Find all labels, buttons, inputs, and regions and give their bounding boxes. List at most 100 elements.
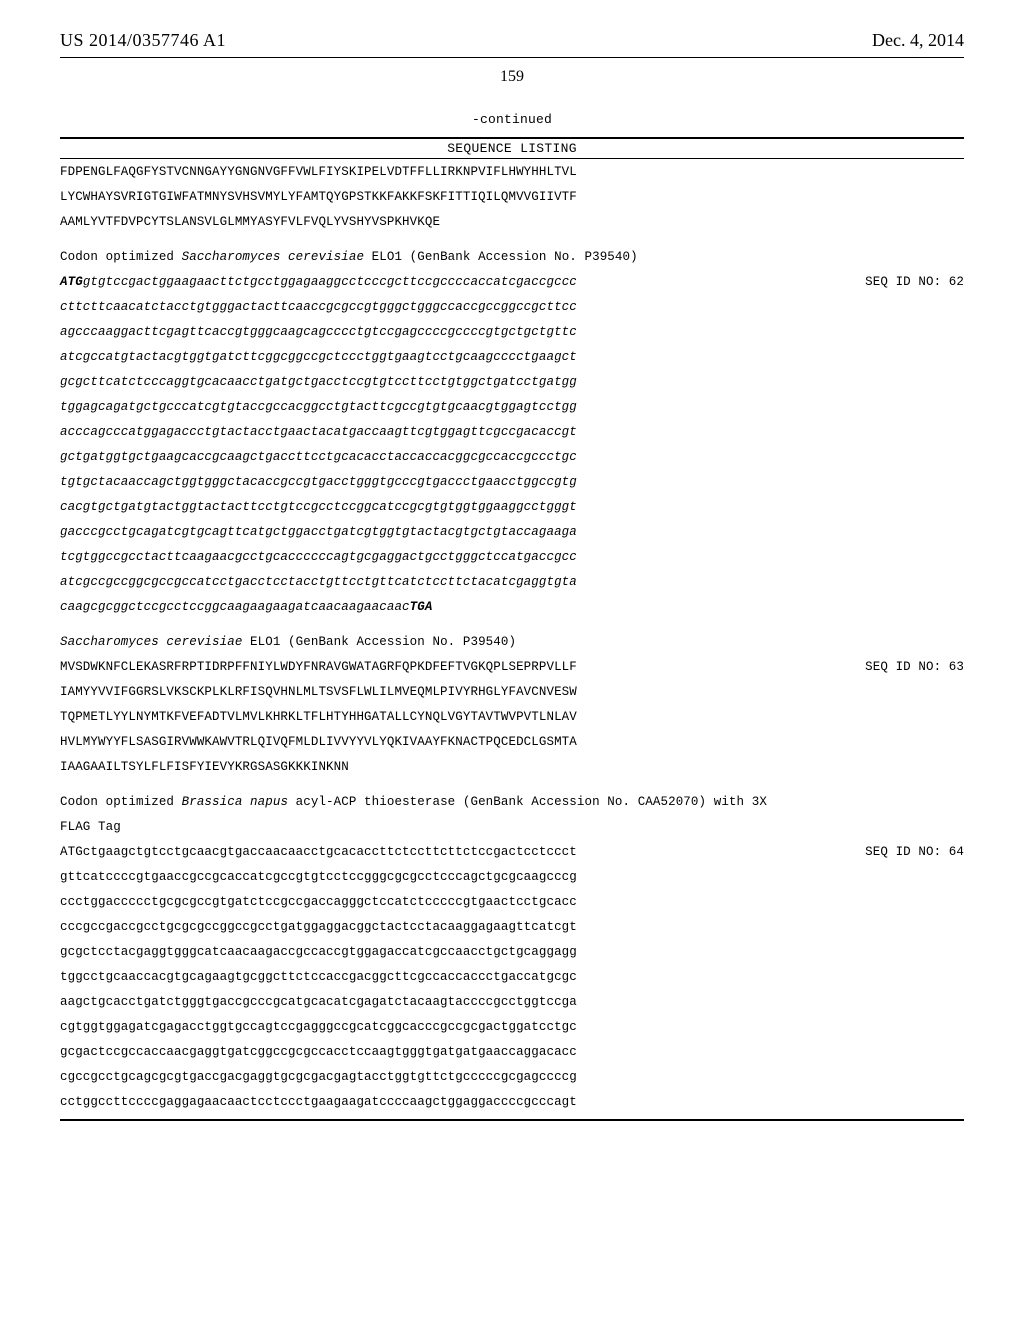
block-spacer [60, 620, 964, 630]
sequence-text: TQPMETLYYLNYMTKFVEFADTVLMVLKHRKLTFLHTYHH… [60, 710, 577, 724]
seq-id-label: SEQ ID NO: 64 [853, 840, 964, 865]
sequence-text: cgccgcctgcagcgcgtgaccgacgaggtgcgcgacgagt… [60, 1070, 577, 1084]
sequence-line: FDPENGLFAQGFYSTVCNNGAYYGNGNVGFFVWLFIYSKI… [60, 160, 780, 185]
sequence-row: AAMLYVTFDVPCYTSLANSVLGLMMYASYFVLFVQLYVSH… [60, 210, 964, 235]
seq-id-label-pad [944, 160, 964, 185]
sequence-text: IAAGAAILTSYLFLFISFYIEVYKRGSASGKKKINKNN [60, 760, 349, 774]
seq-id-label-pad [944, 705, 964, 730]
sequence-line: gcgctcctacgaggtgggcatcaacaagaccgccaccgtg… [60, 940, 780, 965]
header-divider [60, 57, 964, 58]
sequence-line: acccagcccatggagaccctgtactacctgaactacatga… [60, 420, 780, 445]
seq-id-label: SEQ ID NO: 63 [853, 655, 964, 680]
sequence-text: tcgtggccgcctacttcaagaacgcctgcaccccccagtg… [60, 550, 577, 564]
sequence-line: tggcctgcaaccacgtgcagaagtgcggcttctccaccga… [60, 965, 780, 990]
sequence-listing-heading: SEQUENCE LISTING [60, 140, 964, 157]
seq-id-label-pad [944, 395, 964, 420]
sequence-text: cttcttcaacatctacctgtgggactacttcaaccgcgcc… [60, 300, 577, 314]
sequence-line: caagcgcggctccgcctccggcaagaagaagatcaacaag… [60, 595, 780, 620]
sequence-text: gtgtccgactggaagaacttctgcctggagaaggcctccc… [83, 275, 577, 289]
sequence-line: tggagcagatgctgcccatcgtgtaccgccacggcctgta… [60, 395, 780, 420]
seq-id-label-pad [944, 915, 964, 940]
seq-id-label-pad [944, 680, 964, 705]
sequence-description-row: Codon optimized Brassica napus acyl-ACP … [60, 790, 964, 840]
sequence-row: gcgcttcatctcccaggtgcacaacctgatgctgacctcc… [60, 370, 964, 395]
sequence-row: gttcatccccgtgaaccgccgcaccatcgccgtgtcctcc… [60, 865, 964, 890]
sequence-text: gcgctcctacgaggtgggcatcaacaagaccgccaccgtg… [60, 945, 577, 959]
seq-id-label-pad [944, 755, 964, 780]
sequence-row: FDPENGLFAQGFYSTVCNNGAYYGNGNVGFFVWLFIYSKI… [60, 160, 964, 185]
sequence-line: AAMLYVTFDVPCYTSLANSVLGLMMYASYFVLFVQLYVSH… [60, 210, 780, 235]
seq-id-label-pad [944, 1065, 964, 1090]
sequence-text: AAMLYVTFDVPCYTSLANSVLGLMMYASYFVLFVQLYVSH… [60, 215, 440, 229]
sequence-row: HVLMYWYYFLSASGIRVWWKAWVTRLQIVQFMLDLIVVYY… [60, 730, 964, 755]
sequence-row: cgtggtggagatcgagacctggtgccagtccgagggccgc… [60, 1015, 964, 1040]
sequence-text: atcgccgccggcgccgccatcctgacctcctacctgttcc… [60, 575, 577, 589]
sequence-text: agcccaaggacttcgagttcaccgtgggcaagcagcccct… [60, 325, 577, 339]
sequence-row: gacccgcctgcagatcgtgcagttcatgctggacctgatc… [60, 520, 964, 545]
sequence-text: MVSDWKNFCLEKASRFRPTIDRPFFNIYLWDYFNRAVGWA… [60, 660, 577, 674]
sequence-line: IAAGAAILTSYLFLFISFYIEVYKRGSASGKKKINKNN [60, 755, 780, 780]
sequence-row: tgtgctacaaccagctggtgggctacaccgccgtgacctg… [60, 470, 964, 495]
sequence-line: cgccgcctgcagcgcgtgaccgacgaggtgcgcgacgagt… [60, 1065, 780, 1090]
seq-id-label-pad [944, 630, 964, 655]
sequence-text: gcgactccgccaccaacgaggtgatcggccgcgccacctc… [60, 1045, 577, 1059]
sequence-text: IAMYYVVIFGGRSLVKSCKPLKLRFISQVHNLMLTSVSFL… [60, 685, 577, 699]
sequence-text: FDPENGLFAQGFYSTVCNNGAYYGNGNVGFFVWLFIYSKI… [60, 165, 577, 179]
sequence-row: tggagcagatgctgcccatcgtgtaccgccacggcctgta… [60, 395, 964, 420]
sequence-row: atcgccgccggcgccgccatcctgacctcctacctgttcc… [60, 570, 964, 595]
sequence-line: ccctggaccccctgcgcgccgtgatctccgccgaccaggg… [60, 890, 780, 915]
seq-id-label-pad [944, 990, 964, 1015]
block-spacer [60, 235, 964, 245]
seq-id-label-pad [944, 210, 964, 235]
seq-id-label-pad [944, 345, 964, 370]
sequence-row: cccgccgaccgcctgcgcgccggccgcctgatggaggacg… [60, 915, 964, 940]
sequence-row: tggcctgcaaccacgtgcagaagtgcggcttctccaccga… [60, 965, 964, 990]
seq-id-label-pad [944, 520, 964, 545]
page: US 2014/0357746 A1 Dec. 4, 2014 159 -con… [0, 0, 1024, 1320]
sequence-row: MVSDWKNFCLEKASRFRPTIDRPFFNIYLWDYFNRAVGWA… [60, 655, 964, 680]
sequence-line: cgtggtggagatcgagacctggtgccagtccgagggccgc… [60, 1015, 780, 1040]
seq-id-label-pad [944, 320, 964, 345]
sequence-row: cgccgcctgcagcgcgtgaccgacgaggtgcgcgacgagt… [60, 1065, 964, 1090]
sequence-text: gctgatggtgctgaagcaccgcaagctgaccttcctgcac… [60, 450, 577, 464]
sequence-text: gacccgcctgcagatcgtgcagttcatgctggacctgatc… [60, 525, 577, 539]
seq-id-label-pad [944, 545, 964, 570]
sequence-line: gctgatggtgctgaagcaccgcaagctgaccttcctgcac… [60, 445, 780, 470]
seq-id-label-pad [944, 185, 964, 210]
table-subheading-divider [60, 158, 964, 159]
sequence-description: Codon optimized Brassica napus acyl-ACP … [60, 790, 780, 840]
sequence-text: cacgtgctgatgtactggtactacttcctgtccgcctccg… [60, 500, 577, 514]
sequence-row: gcgactccgccaccaacgaggtgatcggccgcgccacctc… [60, 1040, 964, 1065]
sequence-line: tcgtggccgcctacttcaagaacgcctgcaccccccagtg… [60, 545, 780, 570]
sequence-text: aagctgcacctgatctgggtgaccgcccgcatgcacatcg… [60, 995, 577, 1009]
sequence-row: aagctgcacctgatctgggtgaccgcccgcatgcacatcg… [60, 990, 964, 1015]
sequence-line: gttcatccccgtgaaccgccgcaccatcgccgtgtcctcc… [60, 865, 780, 890]
sequence-line: atcgccatgtactacgtggtgatcttcggcggccgctccc… [60, 345, 780, 370]
seq-id-label-pad [944, 1090, 964, 1115]
sequence-text: tgtgctacaaccagctggtgggctacaccgccgtgacctg… [60, 475, 577, 489]
sequence-row: IAMYYVVIFGGRSLVKSCKPLKLRFISQVHNLMLTSVSFL… [60, 680, 964, 705]
table-border-top [60, 137, 964, 139]
sequence-line: atcgccgccggcgccgccatcctgacctcctacctgttcc… [60, 570, 780, 595]
sequence-line: HVLMYWYYFLSASGIRVWWKAWVTRLQIVQFMLDLIVVYY… [60, 730, 780, 755]
sequence-line: TQPMETLYYLNYMTKFVEFADTVLMVLKHRKLTFLHTYHH… [60, 705, 780, 730]
sequence-line: IAMYYVVIFGGRSLVKSCKPLKLRFISQVHNLMLTSVSFL… [60, 680, 780, 705]
sequence-text: cgtggtggagatcgagacctggtgccagtccgagggccgc… [60, 1020, 577, 1034]
seq-id-label-pad [944, 295, 964, 320]
page-number: 159 [60, 68, 964, 86]
sequence-text: cccgccgaccgcctgcgcgccggccgcctgatggaggacg… [60, 920, 577, 934]
seq-id-label-pad [944, 965, 964, 990]
sequence-text: HVLMYWYYFLSASGIRVWWKAWVTRLQIVQFMLDLIVVYY… [60, 735, 577, 749]
sequence-row: IAAGAAILTSYLFLFISFYIEVYKRGSASGKKKINKNN [60, 755, 964, 780]
sequence-text: LYCWHAYSVRIGTGIWFATMNYSVHSVMYLYFAMTQYGPS… [60, 190, 577, 204]
seq-id-label-pad [944, 1040, 964, 1065]
sequence-line: LYCWHAYSVRIGTGIWFATMNYSVHSVMYLYFAMTQYGPS… [60, 185, 780, 210]
sequence-row: gcgctcctacgaggtgggcatcaacaagaccgccaccgtg… [60, 940, 964, 965]
sequence-description-row: Saccharomyces cerevisiae ELO1 (GenBank A… [60, 630, 964, 655]
stop-codon: TGA [410, 600, 433, 614]
sequence-row: atcgccatgtactacgtggtgatcttcggcggccgctccc… [60, 345, 964, 370]
sequence-row: gctgatggtgctgaagcaccgcaagctgaccttcctgcac… [60, 445, 964, 470]
sequence-line: cccgccgaccgcctgcgcgccggccgcctgatggaggacg… [60, 915, 780, 940]
sequence-row: cctggccttccccgaggagaacaactcctccctgaagaag… [60, 1090, 964, 1115]
seq-id-label-pad [944, 495, 964, 520]
